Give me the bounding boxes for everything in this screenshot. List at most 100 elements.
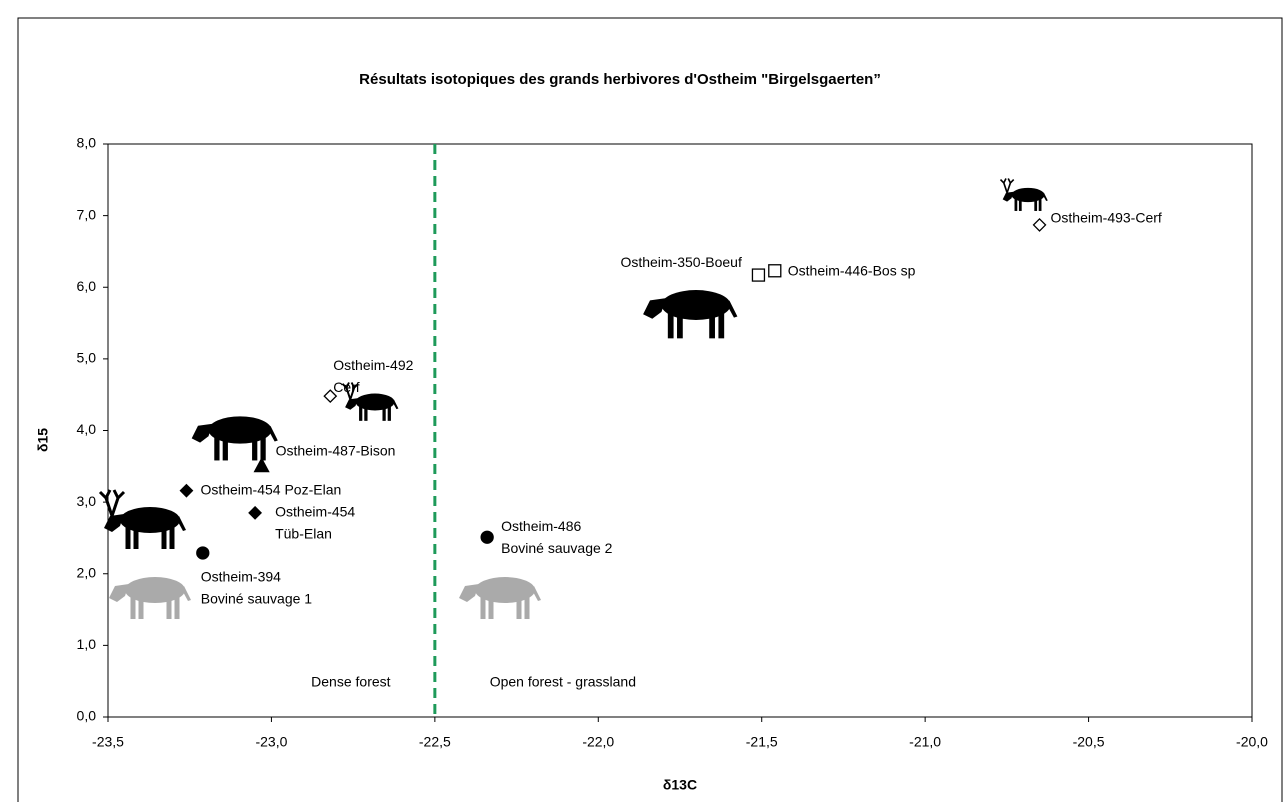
x-tick-label: -23,5 (92, 734, 124, 750)
y-tick-label: 1,0 (77, 636, 97, 652)
x-tick-label: -21,5 (746, 734, 778, 750)
icon-tail (392, 399, 399, 410)
icon-leg (1038, 197, 1042, 211)
icon-tail (177, 516, 186, 531)
y-tick-label: 0,0 (77, 708, 97, 724)
y-tick-label: 8,0 (77, 135, 97, 151)
y-tick-label: 2,0 (77, 564, 97, 580)
icon-leg (133, 525, 139, 549)
icon-leg (130, 595, 136, 619)
data-point (480, 530, 494, 544)
icon-head (191, 423, 213, 443)
icon-head (1002, 191, 1014, 202)
icon-leg (382, 405, 386, 421)
icon-leg (709, 310, 715, 339)
point-label: Ostheim-493-Cerf (1051, 210, 1162, 226)
icon-leg (359, 405, 363, 421)
icon-tail (727, 300, 738, 318)
data-point (196, 546, 210, 560)
divider-left-label: Dense forest (311, 674, 390, 690)
animal-icon (109, 577, 191, 619)
y-tick-label: 7,0 (77, 206, 97, 222)
data-point (253, 457, 270, 473)
animal-icon (459, 577, 541, 619)
x-tick-label: -22,5 (419, 734, 451, 750)
point-label: Ostheim-487-Bison (276, 442, 396, 458)
data-point (248, 505, 263, 520)
point-label: Ostheim-454 (275, 504, 355, 520)
icon-leg (222, 435, 228, 461)
animal-icon (341, 382, 399, 421)
icon-leg (260, 435, 266, 461)
x-tick-label: -21,0 (909, 734, 941, 750)
point-label: Ostheim-446-Bos sp (788, 262, 916, 278)
icon-leg (214, 435, 220, 461)
icon-antlers (98, 489, 126, 517)
data-point (179, 483, 194, 498)
y-axis-label: δ15 (35, 428, 51, 452)
data-point (323, 389, 338, 404)
icon-head (345, 398, 359, 410)
y-tick-label: 4,0 (77, 421, 97, 437)
animal-icon (191, 416, 278, 461)
icon-leg (516, 595, 522, 619)
icon-tail (268, 425, 278, 442)
data-point (751, 268, 766, 282)
data-point (768, 264, 782, 278)
data-point (1032, 218, 1047, 232)
icon-leg (364, 405, 368, 421)
icon-leg (387, 405, 391, 421)
point-label: Boviné sauvage 2 (501, 540, 613, 556)
icon-leg (1018, 197, 1022, 211)
point-label: Ostheim-350-Boeuf (620, 254, 742, 270)
icon-tail (532, 586, 541, 601)
icon-leg (166, 595, 172, 619)
y-tick-label: 6,0 (77, 278, 97, 294)
animal-icon (999, 178, 1048, 211)
icon-tail (1042, 192, 1048, 202)
animal-icon (98, 489, 186, 549)
point-label: Ostheim-454 Poz-Elan (200, 481, 341, 497)
icon-leg (174, 595, 180, 619)
icon-head (104, 514, 124, 532)
icon-head (459, 584, 479, 602)
point-label: Cerf (333, 379, 360, 395)
icon-leg (488, 595, 494, 619)
icon-leg (161, 525, 167, 549)
point-label: Tüb-Elan (275, 526, 332, 542)
y-tick-label: 3,0 (77, 493, 97, 509)
animal-icon (643, 290, 738, 339)
chart-title: Résultats isotopiques des grands herbivo… (359, 71, 881, 88)
x-tick-label: -22,0 (582, 734, 614, 750)
icon-leg (125, 525, 131, 549)
icon-leg (169, 525, 175, 549)
plot-area (107, 143, 1253, 718)
point-label: Ostheim-492 (333, 357, 413, 373)
x-axis-label: δ13C (663, 777, 697, 793)
icon-head (643, 298, 667, 319)
icon-head (109, 584, 129, 602)
icon-tail (182, 586, 191, 601)
icon-leg (138, 595, 144, 619)
divider-right-label: Open forest - grassland (490, 674, 636, 690)
x-tick-label: -20,5 (1073, 734, 1105, 750)
icon-leg (480, 595, 486, 619)
icon-leg (1014, 197, 1018, 211)
icon-leg (677, 310, 683, 339)
icon-leg (252, 435, 258, 461)
icon-leg (718, 310, 725, 339)
point-label: Ostheim-486 (501, 518, 581, 534)
icon-antlers (341, 382, 359, 400)
x-tick-label: -23,0 (255, 734, 287, 750)
x-tick-label: -20,0 (1236, 734, 1268, 750)
point-label: Ostheim-394 (201, 569, 281, 585)
icon-leg (667, 310, 674, 339)
y-tick-label: 5,0 (77, 350, 97, 366)
icon-leg (1034, 197, 1038, 211)
icon-leg (524, 595, 530, 619)
frame (17, 17, 1283, 807)
point-label: Boviné sauvage 1 (201, 591, 313, 607)
icon-antlers (999, 178, 1015, 194)
